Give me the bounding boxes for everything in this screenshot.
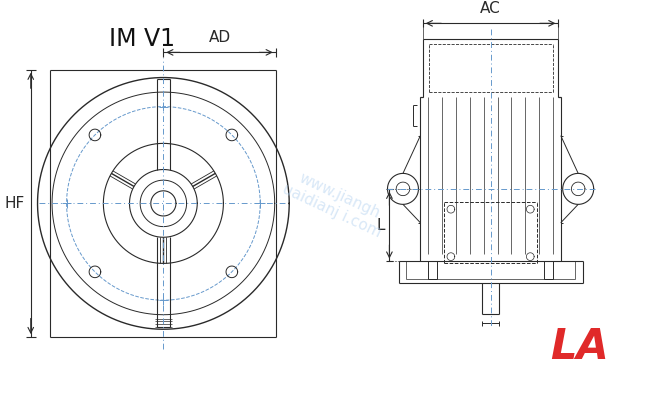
Text: HF: HF (5, 196, 25, 211)
Text: LA: LA (551, 326, 609, 368)
Text: www.jiangh
uaidianj i.com: www.jiangh uaidianj i.com (280, 166, 391, 241)
Text: IM V1: IM V1 (109, 27, 175, 51)
Text: AC: AC (480, 0, 501, 15)
Text: L: L (376, 218, 385, 233)
Text: AD: AD (209, 30, 231, 44)
